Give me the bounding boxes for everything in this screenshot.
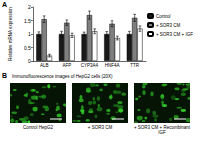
svg-text:1.5: 1.5 <box>24 18 31 24</box>
html-text:B: B <box>2 72 8 79</box>
svg-text:2: 2 <box>28 4 31 10</box>
svg-text:AFP: AFP <box>62 63 71 68</box>
svg-text:1: 1 <box>28 31 31 37</box>
svg-text:Control: Control <box>156 14 171 19</box>
svg-text:HNF4A: HNF4A <box>105 63 120 68</box>
svg-text:0: 0 <box>28 58 31 64</box>
svg-text:+ SOR3 CM + IGF: + SOR3 CM + IGF <box>156 32 193 37</box>
html-text:+ SOR3 CM: + SOR3 CM <box>87 125 113 130</box>
html-text:Control HepG2: Control HepG2 <box>23 125 53 130</box>
svg-text:TTR: TTR <box>130 63 139 68</box>
svg-text:Relative mRNA expression: Relative mRNA expression <box>8 7 13 61</box>
svg-text:CYP3A4: CYP3A4 <box>81 63 99 68</box>
html-text:+ SOR3 CM + Recombinant IGF: + SOR3 CM + Recombinant IGF <box>134 125 190 135</box>
html-text:Immunofluorescence images of H: Immunofluorescence images of HepG2 cells… <box>12 74 113 79</box>
svg-text:ALB: ALB <box>40 63 49 68</box>
svg-text:+ SOR3 CM: + SOR3 CM <box>156 23 181 28</box>
svg-text:A: A <box>2 1 7 8</box>
svg-text:0.5: 0.5 <box>24 45 31 51</box>
